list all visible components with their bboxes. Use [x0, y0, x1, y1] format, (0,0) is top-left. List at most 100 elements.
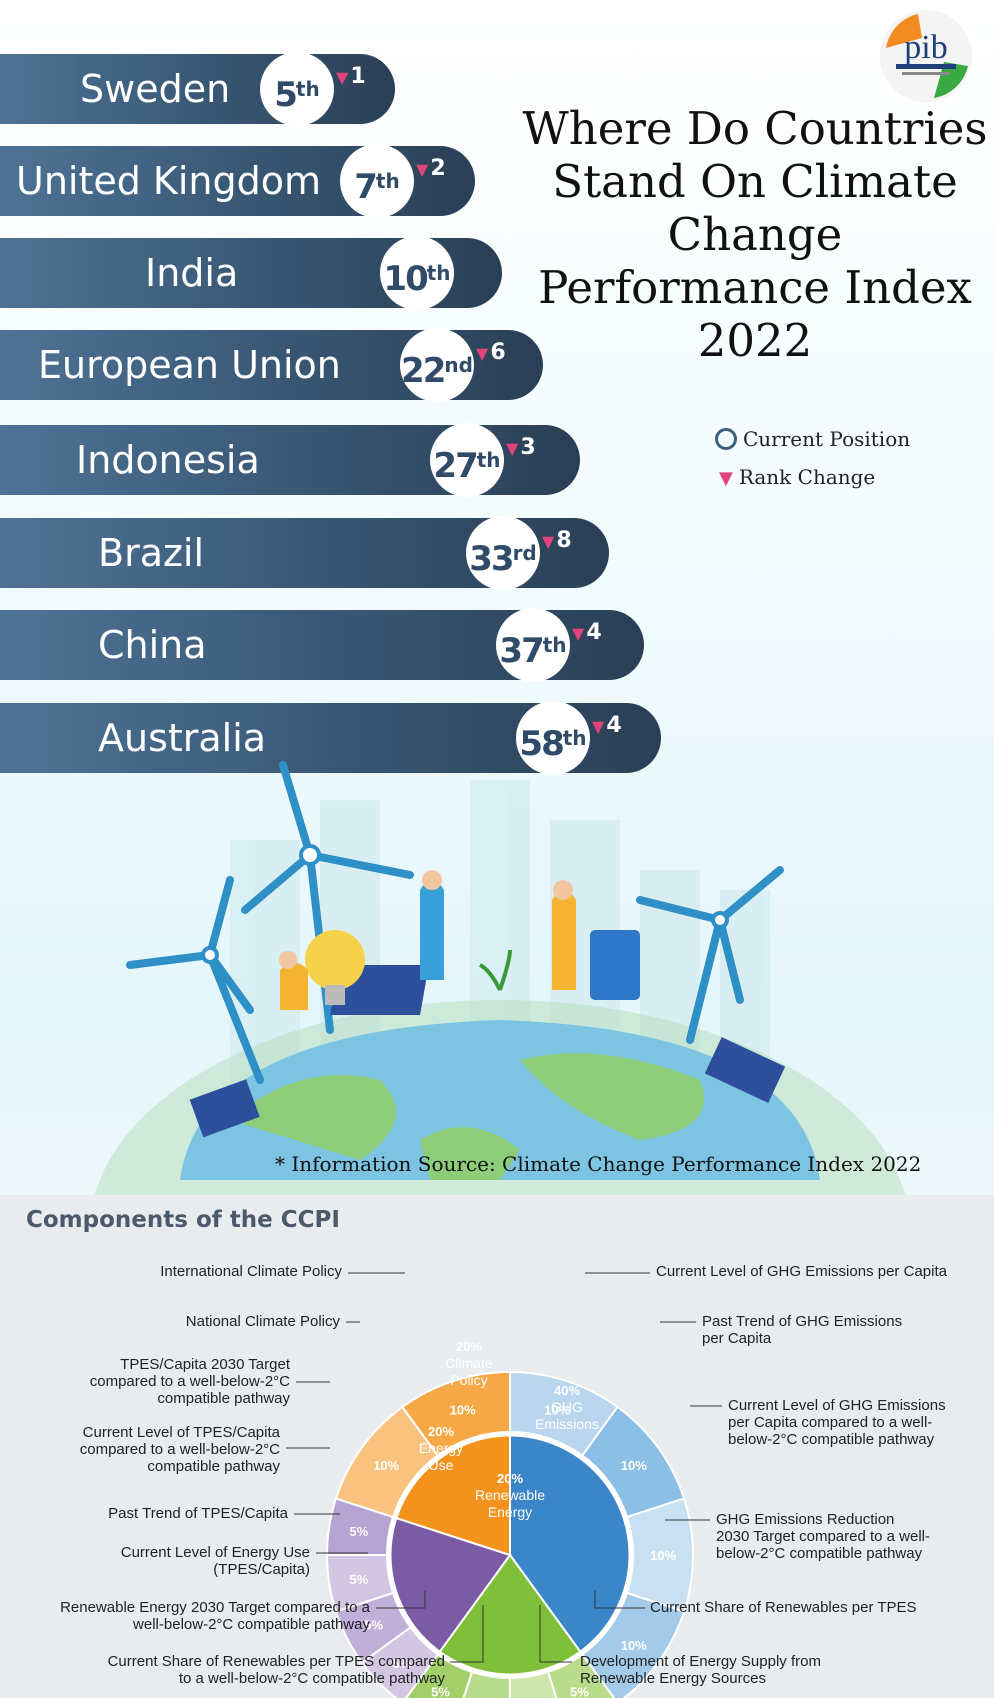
rank-circle: 10th: [380, 236, 454, 310]
rank-change: ▼4: [592, 713, 622, 738]
outer-slice-label: 10%: [544, 1402, 570, 1417]
country-name: Brazil: [98, 531, 205, 575]
component-label: National Climate Policy: [185, 1313, 340, 1330]
component-label: Development of Energy Supply from Renewa…: [580, 1653, 821, 1687]
rank-change: ▼1: [336, 64, 366, 89]
legend-current-label: Current Position: [743, 427, 911, 451]
legend-change: ▼ Rank Change: [715, 462, 910, 500]
outer-slice-label: 10%: [650, 1548, 676, 1563]
component-label: Current Level of GHG Emissions per Capit…: [728, 1397, 946, 1448]
outer-slice-label: 10%: [373, 1458, 399, 1473]
triangle-down-icon: ▼: [336, 68, 349, 87]
country-name: China: [98, 623, 207, 667]
energy-use-label: Use: [429, 1457, 454, 1473]
ranking-bar-2: India 10th: [0, 236, 502, 310]
rank-number: 5: [274, 75, 298, 115]
rank-suffix: th: [426, 261, 451, 285]
component-label: Current Level of GHG Emissions per Capit…: [656, 1263, 947, 1280]
rank-circle: 58th: [516, 701, 590, 775]
logo-text: pib: [904, 29, 947, 66]
rank-number: 27: [433, 446, 478, 486]
rank-suffix: th: [375, 169, 400, 193]
outer-slice-label: 10%: [450, 1402, 476, 1417]
rank-suffix: th: [476, 448, 501, 472]
triangle-down-icon: ▼: [416, 160, 429, 179]
triangle-down-icon: ▼: [719, 468, 733, 489]
component-label: Past Trend of TPES/Capita: [108, 1505, 288, 1522]
rank-suffix: th: [295, 77, 320, 101]
rank-suffix: th: [542, 633, 567, 657]
country-name: Sweden: [80, 67, 231, 111]
rank-change-value: 4: [586, 620, 602, 645]
ranking-bar-3: European Union 22nd ▼6: [0, 328, 543, 402]
rank-number: 7: [354, 167, 378, 207]
country-name: United Kingdom: [16, 159, 322, 203]
triangle-down-icon: ▼: [592, 717, 605, 736]
triangle-down-icon: ▼: [506, 439, 519, 458]
rank-suffix: rd: [512, 541, 537, 565]
ranking-bar-0: Sweden 5th ▼1: [0, 52, 395, 126]
ghg-label: GHG: [551, 1399, 583, 1415]
rank-circle: 33rd: [466, 516, 540, 590]
energy-use-pct: 20%: [428, 1424, 454, 1439]
renewable-label: Energy: [488, 1504, 532, 1520]
ranking-bar-5: Brazil 33rd ▼8: [0, 516, 609, 590]
climate-illustration: [93, 761, 907, 1200]
renewable-label: Renewable: [475, 1487, 545, 1503]
ranking-bar-7: Australia 58th ▼4: [0, 701, 661, 775]
rank-change-value: 8: [556, 528, 572, 553]
rank-change-value: 1: [350, 64, 366, 89]
ccpi-title: Components of the CCPI: [26, 1207, 340, 1233]
rank-change-value: 2: [430, 156, 446, 181]
component-label: Current Share of Renewables per TPES: [650, 1599, 917, 1616]
leader-line: [594, 1590, 645, 1609]
outer-slice-label: 10%: [621, 1458, 647, 1473]
renewable-pct: 20%: [497, 1471, 523, 1486]
rank-change-value: 6: [490, 340, 506, 365]
rank-change: ▼6: [476, 340, 506, 365]
outer-slice-label: 5%: [364, 1617, 383, 1632]
rank-number: 37: [499, 631, 544, 671]
pib-logo: pib: [880, 10, 972, 102]
legend: Current Position ▼ Rank Change: [715, 424, 910, 500]
rank-number: 10: [383, 259, 428, 299]
ghg-pct: 40%: [554, 1383, 580, 1398]
triangle-down-icon: ▼: [572, 624, 585, 643]
country-name: India: [145, 251, 239, 295]
page-title: Where Do Countries Stand On Climate Chan…: [522, 102, 988, 367]
component-label: Current Share of Renewables per TPES com…: [107, 1653, 445, 1687]
leader-line: [376, 1590, 426, 1609]
rank-suffix: nd: [444, 353, 473, 377]
outer-slice-label: 5%: [570, 1684, 589, 1698]
ccpi-pie-chart: 10%10%10%10%5%5%5%5%5%5%5%5%10%10%40%GHG…: [286, 1272, 722, 1698]
ranking-bar-4: Indonesia 27th ▼3: [0, 423, 580, 497]
component-label: TPES/Capita 2030 Target compared to a we…: [89, 1356, 290, 1407]
triangle-down-icon: ▼: [542, 532, 555, 551]
outer-slice-label: 5%: [349, 1572, 368, 1587]
country-name: Indonesia: [76, 438, 260, 482]
rank-change-value: 3: [520, 435, 536, 460]
outer-slice-label: 5%: [392, 1656, 411, 1671]
rank-circle: 37th: [496, 608, 570, 682]
outer-slice-label: 10%: [621, 1638, 647, 1653]
policy-label: Climate: [445, 1355, 493, 1371]
component-label: Renewable Energy 2030 Target compared to…: [60, 1599, 370, 1633]
rank-circle: 7th: [340, 144, 414, 218]
country-name: Australia: [98, 716, 267, 760]
ccpi-section: Components of the CCPI 10% 10% 10% 10% 5% 5% 5…: [0, 1195, 994, 1698]
component-label: GHG Emissions Reduction 2030 Target comp…: [716, 1511, 931, 1562]
leader-line: [450, 1605, 484, 1663]
rank-circle: 5th: [260, 52, 334, 126]
rank-circle: 27th: [430, 423, 504, 497]
component-label: Past Trend of GHG Emissions per Capita: [702, 1313, 903, 1347]
ranking-bar-6: China 37th ▼4: [0, 608, 644, 682]
source-note: * Information Source: Climate Change Per…: [275, 1152, 922, 1176]
component-label: International Climate Policy: [160, 1263, 342, 1280]
legend-current: Current Position: [715, 424, 910, 462]
rank-number: 33: [469, 539, 514, 579]
component-label: Current Level of Energy Use (TPES/Capita…: [120, 1544, 310, 1578]
inner-ring-border: [386, 1431, 634, 1679]
energy-use-label: Energy: [419, 1440, 463, 1456]
rank-number: 22: [401, 351, 446, 391]
policy-pct: 20%: [456, 1339, 482, 1354]
